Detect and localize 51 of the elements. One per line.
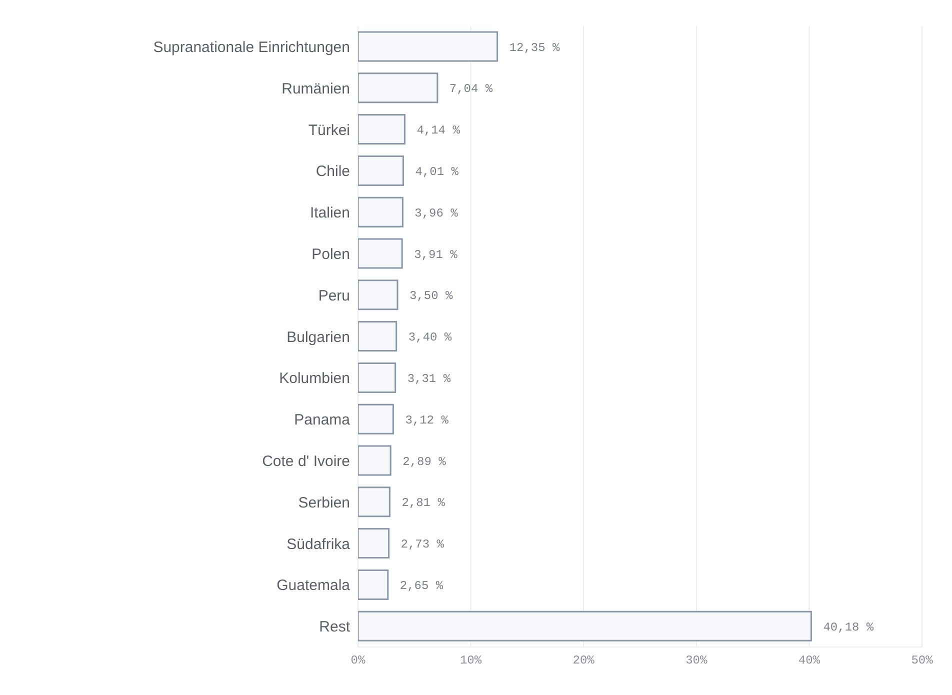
- data-label: 2,65 %: [400, 578, 444, 593]
- x-tick-label: 10%: [460, 654, 482, 668]
- x-tick-label: 20%: [572, 654, 596, 668]
- data-label: 3,96 %: [414, 206, 459, 220]
- y-tick-label: Peru: [318, 287, 350, 304]
- y-tick-label: Rest: [319, 618, 351, 636]
- bar: [358, 196, 404, 228]
- y-tick-label: Guatemala: [276, 577, 351, 594]
- bar: [358, 114, 406, 145]
- bar: [358, 569, 389, 600]
- y-tick-label: Südafrika: [286, 536, 351, 553]
- data-label: 7,04 %: [449, 82, 494, 96]
- data-label: 2,73 %: [400, 538, 445, 552]
- data-label: 3,12 %: [405, 413, 450, 428]
- data-label: 4,14 %: [416, 124, 461, 138]
- x-tick-label: 30%: [686, 654, 708, 668]
- data-label: 3,50 %: [409, 289, 454, 304]
- bar: [358, 362, 396, 393]
- y-tick-label: Chile: [316, 163, 350, 180]
- x-tick-label: 0%: [350, 654, 366, 668]
- data-label: 3,31 %: [407, 372, 452, 386]
- x-tick-label: 40%: [798, 654, 821, 668]
- y-tick-label: Cote d' Ivoire: [262, 453, 350, 470]
- data-label: 4,01 %: [415, 164, 460, 179]
- bar: [358, 72, 438, 104]
- bar: [358, 528, 390, 559]
- y-tick-label: Serbien: [298, 494, 350, 512]
- y-tick-label: Bulgarien: [286, 328, 350, 346]
- bar: [358, 404, 394, 434]
- x-tick-label: 50%: [911, 654, 934, 668]
- bar: [358, 155, 404, 186]
- data-label: 3,91 %: [414, 248, 458, 262]
- y-tick-label: Kolumbien: [279, 370, 350, 388]
- y-tick-label: Panama: [294, 412, 351, 429]
- bar: [358, 610, 812, 642]
- y-tick-label: Rumänien: [282, 80, 350, 98]
- data-label: 40,18 %: [823, 620, 874, 634]
- bar: [358, 486, 390, 518]
- bar: [358, 321, 398, 352]
- y-tick-label: Türkei: [308, 122, 350, 139]
- data-label: 3,40 %: [408, 330, 452, 345]
- bar: [358, 238, 403, 269]
- y-tick-label: Italien: [310, 204, 350, 222]
- data-label: 2,81 %: [402, 496, 446, 510]
- data-label: 12,35 %: [509, 40, 561, 55]
- y-tick-label: Supranationale Einrichtungen: [153, 39, 350, 56]
- bar: [358, 445, 392, 476]
- bar: [358, 31, 498, 62]
- data-label: 2,89 %: [402, 454, 447, 469]
- y-tick-label: Polen: [312, 246, 350, 264]
- bar: [358, 280, 398, 310]
